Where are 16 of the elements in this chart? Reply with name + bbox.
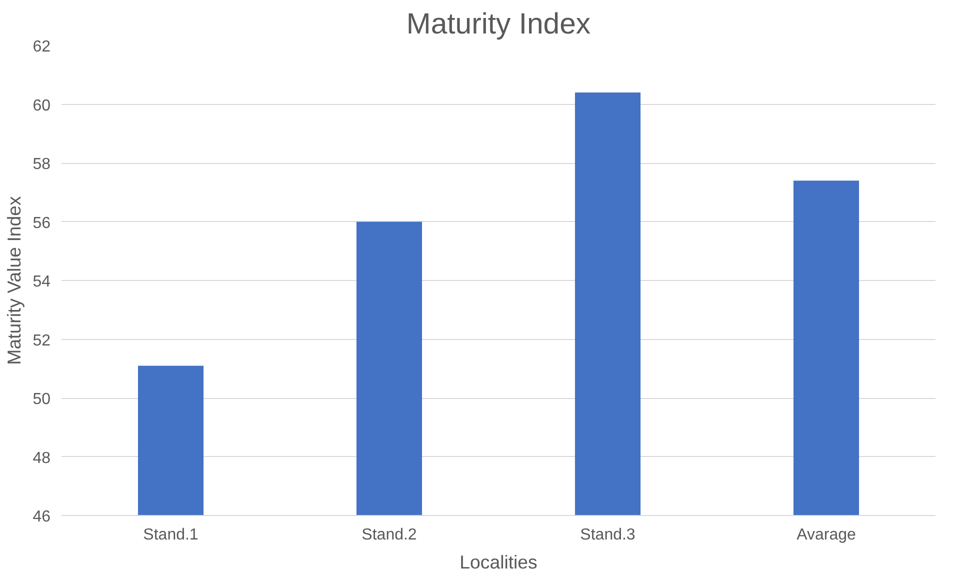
y-axis-title: Maturity Value Index	[4, 195, 25, 365]
x-tick-label: Stand.1	[143, 526, 198, 544]
y-tick-label: 48	[32, 450, 51, 467]
y-tick-label: 54	[32, 274, 51, 290]
x-tick-label: Stand.3	[580, 526, 636, 544]
y-tick-label: 56	[32, 214, 51, 232]
y-tick-label: 52	[32, 332, 51, 350]
chart-title: Maturity Index	[406, 8, 591, 40]
y-tick-label: 60	[32, 97, 51, 114]
y-tick-label: 62	[32, 38, 51, 56]
x-axis-title: Localities	[460, 552, 538, 572]
x-tick-label: Stand.2	[362, 526, 417, 544]
y-tick-label: 58	[32, 156, 51, 173]
x-tick-label: Avarage	[796, 526, 856, 544]
y-tick-label: 46	[32, 508, 51, 526]
y-tick-label: 50	[32, 391, 51, 408]
